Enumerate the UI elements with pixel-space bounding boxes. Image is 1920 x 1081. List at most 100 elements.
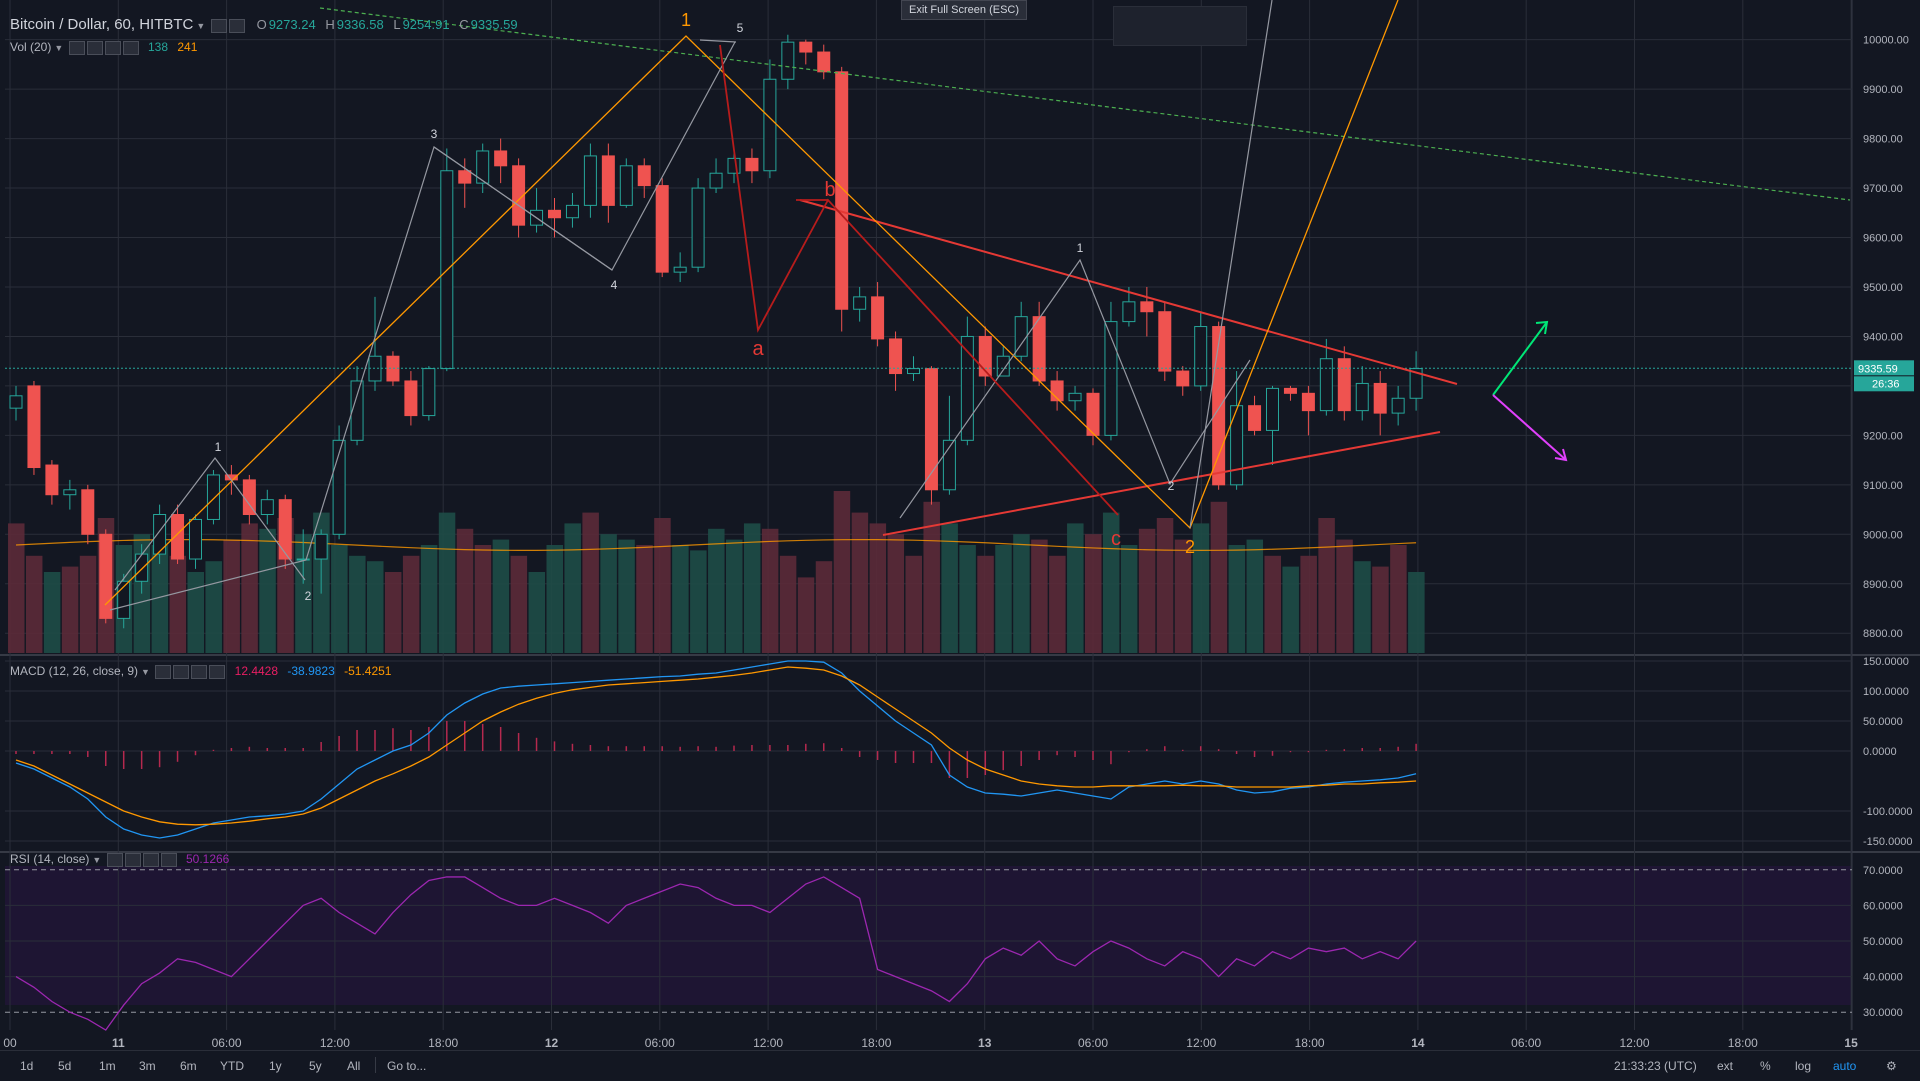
volume-bar bbox=[295, 534, 312, 653]
macd-label[interactable]: MACD (12, 26, close, 9) bbox=[10, 664, 139, 678]
candle-body bbox=[1266, 387, 1279, 431]
eye-icon[interactable] bbox=[106, 852, 123, 867]
goto-button[interactable]: Go to... bbox=[387, 1059, 427, 1073]
pattern-toolbar[interactable] bbox=[1113, 6, 1247, 46]
volume-bar bbox=[690, 550, 707, 653]
volume-bar bbox=[187, 572, 204, 653]
eye-icon[interactable] bbox=[155, 664, 172, 679]
arrow-down-magenta-head bbox=[1554, 448, 1568, 462]
volume-bar bbox=[528, 572, 546, 653]
candle-body bbox=[206, 474, 220, 520]
triangle-lower-line bbox=[882, 431, 1441, 536]
range-5d[interactable]: 5d bbox=[58, 1059, 72, 1073]
range-all[interactable]: All bbox=[347, 1059, 361, 1073]
settings-icon[interactable] bbox=[86, 40, 103, 55]
volume-bar bbox=[1336, 539, 1353, 653]
candle-body bbox=[1194, 326, 1208, 387]
add-icon[interactable] bbox=[191, 664, 208, 679]
candle-body bbox=[601, 155, 615, 206]
close-icon[interactable] bbox=[209, 664, 226, 679]
volume-bar bbox=[1228, 545, 1246, 653]
range-5y[interactable]: 5y bbox=[309, 1059, 322, 1073]
range-1y[interactable]: 1y bbox=[269, 1059, 282, 1073]
candle-body bbox=[709, 172, 723, 189]
candle-body bbox=[350, 380, 364, 441]
high-value: 9336.58 bbox=[336, 17, 384, 32]
range-ytd[interactable]: YTD bbox=[220, 1059, 244, 1073]
volume-label[interactable]: Vol (20) bbox=[10, 40, 52, 54]
price-tick-label: 8800.00 bbox=[1863, 628, 1903, 640]
wave-label-right-1: 1 bbox=[1077, 241, 1084, 255]
macd-tick-label: 50.0000 bbox=[1863, 716, 1903, 728]
volume-bar bbox=[905, 555, 922, 653]
range-1m[interactable]: 1m bbox=[99, 1059, 116, 1073]
gray-wave-line bbox=[433, 146, 613, 271]
symbol-title[interactable]: Bitcoin / Dollar, 60, HITBTC bbox=[10, 16, 194, 33]
last-price-label: 9335.59 bbox=[1858, 363, 1898, 375]
gray-wave-line bbox=[899, 258, 1251, 519]
volume-bar bbox=[546, 545, 563, 653]
divider bbox=[375, 1057, 376, 1073]
close-icon[interactable] bbox=[160, 852, 177, 867]
volume-bar bbox=[708, 528, 725, 653]
orange-wave-line bbox=[104, 0, 1399, 606]
chevron-down-icon[interactable]: ▼ bbox=[54, 43, 64, 53]
add-icon[interactable] bbox=[104, 40, 121, 55]
log-toggle[interactable]: log bbox=[1795, 1059, 1812, 1073]
candle-body bbox=[422, 368, 436, 417]
auto-toggle[interactable]: auto bbox=[1833, 1059, 1857, 1073]
candle-body bbox=[1248, 405, 1262, 431]
volume-bar bbox=[1354, 561, 1371, 653]
eye-icon[interactable] bbox=[210, 18, 227, 33]
range-6m[interactable]: 6m bbox=[180, 1059, 197, 1073]
chevron-down-icon[interactable]: ▼ bbox=[141, 667, 150, 677]
range-3m[interactable]: 3m bbox=[139, 1059, 156, 1073]
settings-icon[interactable] bbox=[228, 18, 245, 33]
price-tick-label: 9500.00 bbox=[1863, 282, 1903, 294]
volume-bar bbox=[1031, 539, 1048, 653]
time-tick-label: 00 bbox=[3, 1036, 17, 1050]
rsi-tick-label: 40.0000 bbox=[1863, 972, 1903, 984]
volume-ma-line bbox=[15, 539, 1417, 552]
open-value: 9273.24 bbox=[268, 17, 316, 32]
rsi-label[interactable]: RSI (14, close) bbox=[10, 852, 90, 866]
macd-line bbox=[15, 660, 1417, 839]
rsi-tick-label: 50.0000 bbox=[1863, 936, 1903, 948]
high-label: H bbox=[325, 17, 335, 32]
candle-body bbox=[835, 71, 849, 310]
close-icon[interactable] bbox=[122, 40, 139, 55]
eye-icon[interactable] bbox=[68, 40, 85, 55]
macd-tick-label: -100.0000 bbox=[1863, 806, 1913, 818]
wave-label-4: 4 bbox=[611, 278, 618, 292]
candle-body bbox=[1086, 392, 1100, 436]
rsi-tick-label: 60.0000 bbox=[1863, 900, 1903, 912]
volume-bar bbox=[367, 561, 384, 653]
volume-bar bbox=[169, 555, 187, 653]
chevron-down-icon[interactable]: ▼ bbox=[196, 21, 206, 31]
chevron-down-icon[interactable]: ▼ bbox=[92, 855, 102, 865]
settings-icon[interactable] bbox=[124, 852, 141, 867]
candle-body bbox=[619, 165, 633, 206]
trendline-green-dashed bbox=[319, 7, 1851, 201]
candle-body bbox=[996, 355, 1010, 377]
price-tick-label: 9100.00 bbox=[1863, 480, 1903, 492]
range-1d[interactable]: 1d bbox=[20, 1059, 34, 1073]
volume-bar bbox=[1138, 528, 1156, 653]
candle-body bbox=[1032, 316, 1046, 382]
add-icon[interactable] bbox=[142, 852, 159, 867]
gear-icon[interactable]: ⚙ bbox=[1886, 1059, 1897, 1073]
candle-body bbox=[1230, 405, 1244, 486]
wave-label-left-1: 1 bbox=[215, 440, 222, 454]
volume-bar bbox=[672, 545, 689, 653]
volume-bar bbox=[223, 539, 240, 653]
wave-label-b: b bbox=[824, 179, 835, 201]
percent-toggle[interactable]: % bbox=[1760, 1059, 1771, 1073]
volume-bar bbox=[384, 572, 402, 653]
volume-bar bbox=[79, 555, 97, 653]
exit-fullscreen-button[interactable]: Exit Full Screen (ESC) bbox=[901, 0, 1027, 20]
volume-bar bbox=[995, 545, 1012, 653]
settings-icon[interactable] bbox=[173, 664, 190, 679]
candle-body bbox=[583, 155, 597, 206]
ext-toggle[interactable]: ext bbox=[1717, 1059, 1734, 1073]
